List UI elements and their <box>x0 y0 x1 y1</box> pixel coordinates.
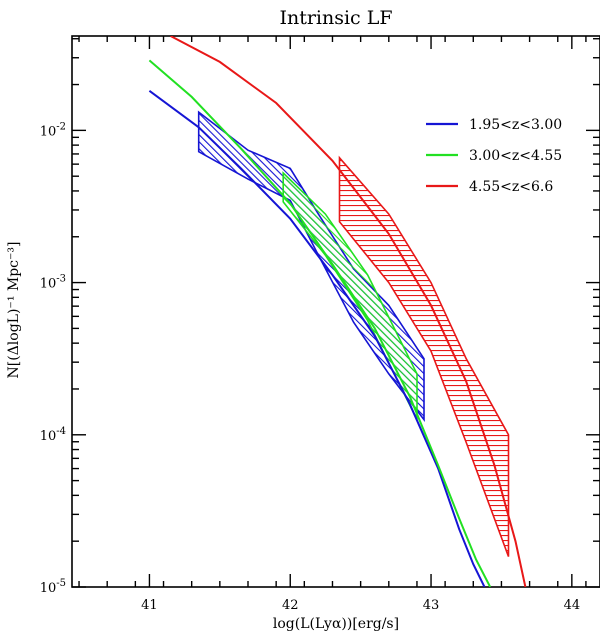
y-tick-label: 10-5 <box>40 578 66 596</box>
x-tick-label: 44 <box>564 598 581 613</box>
curve-1-95-z-3-00 <box>148 89 486 587</box>
x-axis-label: log(L(Lyα))[erg/s] <box>273 616 399 632</box>
legend-label: 3.00<z<4.55 <box>469 148 562 164</box>
plot-frame <box>71 35 600 588</box>
band-4-55-z-6-6 <box>338 155 510 557</box>
x-tick-label: 42 <box>282 598 299 613</box>
curve-3-00-z-4-55 <box>148 59 492 587</box>
y-axis-label: N[(ΔlogL)⁻¹ Mpc⁻³] <box>6 242 22 379</box>
y-tick-label: 10-4 <box>40 426 66 444</box>
y-tick-label: 10-2 <box>40 121 66 139</box>
legend-label: 1.95<z<3.00 <box>469 117 562 133</box>
x-tick-label: 41 <box>141 598 158 613</box>
chart-title: Intrinsic LF <box>279 7 392 29</box>
curve-4-55-z-6-6 <box>170 36 527 587</box>
x-tick-label: 43 <box>423 598 440 613</box>
band-1-95-z-3-00 <box>197 110 425 422</box>
legend: 1.95<z<3.00 3.00<z<4.55 4.55<z<6.6 <box>426 117 562 195</box>
legend-label: 4.55<z<6.6 <box>469 179 553 195</box>
y-tick-label: 10-3 <box>40 274 66 292</box>
